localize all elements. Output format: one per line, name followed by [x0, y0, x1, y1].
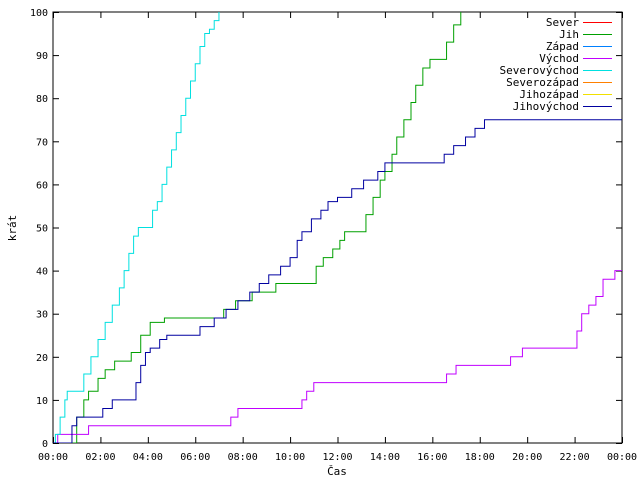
x-tick-label: 18:00: [465, 452, 495, 463]
x-tick-label: 08:00: [228, 452, 258, 463]
legend-label: Severovýchod: [500, 64, 579, 77]
x-tick-label: 22:00: [560, 452, 590, 463]
x-tick-label: 14:00: [370, 452, 400, 463]
legend-label: Západ: [546, 40, 579, 53]
y-tick-label: 90: [36, 51, 48, 62]
series-line-3: [53, 270, 622, 443]
legend: SeverJihZápadVýchodSeverovýchodSeverozáp…: [500, 16, 612, 113]
legend-label: Sever: [546, 16, 579, 29]
y-axis-label: krát: [6, 215, 19, 242]
legend-label: Jihovýchod: [513, 100, 579, 113]
x-axis: 00:00 02:00 04:00 06:00 08:00 10:00 12:00 14:00…: [38, 12, 637, 463]
y-tick-label: 80: [36, 94, 48, 105]
x-axis-label: Čas: [327, 465, 347, 478]
x-tick-label: 00:00: [38, 452, 68, 463]
y-tick-label: 10: [36, 396, 48, 407]
x-tick-label: 12:00: [322, 452, 352, 463]
y-axis: 0 10 20 30 40 50 60 70 80 90 100: [30, 8, 622, 450]
legend-label: Severozápad: [506, 76, 579, 89]
x-tick-label: 04:00: [133, 452, 163, 463]
x-tick-label: 10:00: [275, 452, 305, 463]
series-line-7: [53, 119, 622, 443]
x-tick-label: 06:00: [180, 452, 210, 463]
series-line-1: [53, 12, 462, 443]
x-tick-label: 20:00: [512, 452, 542, 463]
y-tick-label: 60: [36, 180, 48, 191]
x-tick-label: 02:00: [85, 452, 115, 463]
y-tick-label: 20: [36, 353, 48, 364]
x-tick-label: 00:00: [607, 452, 637, 463]
y-tick-label: 40: [36, 267, 48, 278]
legend-label: Jihozápad: [519, 88, 579, 101]
x-tick-label: 16:00: [417, 452, 447, 463]
series-lines: [53, 12, 622, 443]
y-tick-label: 50: [36, 224, 48, 235]
legend-label: Jih: [559, 28, 579, 41]
legend-label: Východ: [539, 52, 579, 65]
y-tick-label: 70: [36, 137, 48, 148]
y-tick-label: 30: [36, 310, 48, 321]
y-tick-label: 0: [42, 439, 48, 450]
y-tick-label: 100: [30, 8, 48, 19]
series-line-4: [53, 12, 220, 443]
